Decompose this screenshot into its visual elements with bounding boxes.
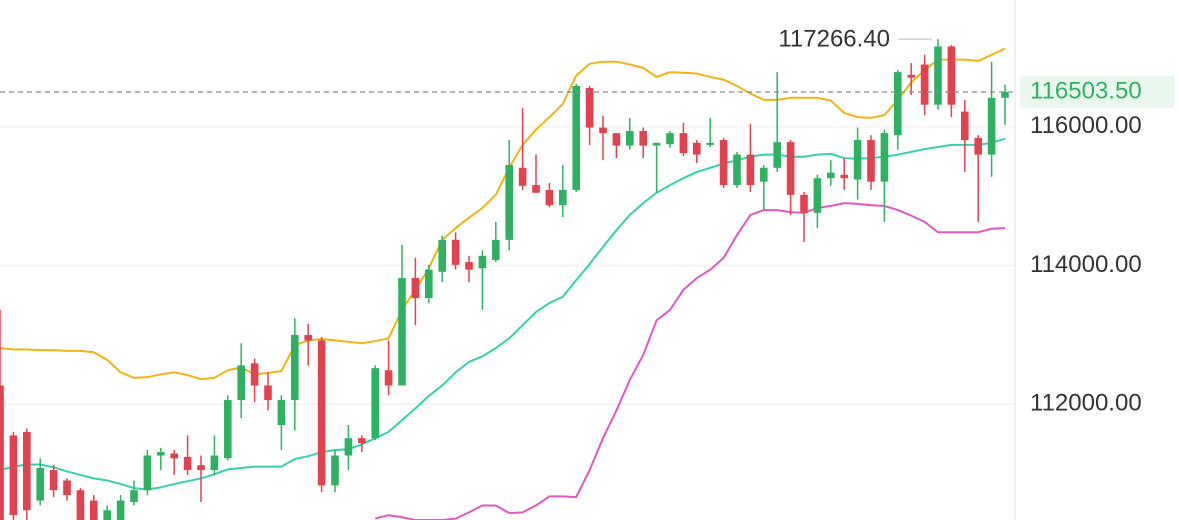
candle-body bbox=[23, 431, 31, 511]
candle-body bbox=[451, 239, 460, 265]
candle-body bbox=[626, 131, 634, 146]
candle-body bbox=[170, 453, 178, 459]
candle-body bbox=[813, 178, 822, 213]
candle-body bbox=[76, 490, 85, 520]
candle-body bbox=[398, 278, 406, 386]
candle-body bbox=[291, 334, 299, 401]
candle-body bbox=[90, 500, 98, 520]
candle-body bbox=[264, 385, 272, 401]
band-line bbox=[0, 47, 1006, 381]
candle-body bbox=[880, 133, 889, 182]
candle-body bbox=[652, 142, 661, 146]
y-tick-label: 116000.00 bbox=[1030, 112, 1142, 139]
candle-body bbox=[157, 452, 165, 456]
candle-body bbox=[425, 269, 433, 299]
last-price-badge bbox=[1020, 75, 1175, 108]
candle-body bbox=[559, 189, 567, 206]
candle-body bbox=[666, 133, 674, 145]
candle-body bbox=[250, 363, 259, 386]
candle-body bbox=[894, 72, 902, 136]
candle-body bbox=[760, 167, 768, 182]
candle-body bbox=[987, 97, 996, 155]
candle-body bbox=[733, 154, 741, 186]
candle-body bbox=[1001, 91, 1009, 98]
candle-body bbox=[639, 131, 647, 146]
band-line bbox=[0, 137, 1006, 491]
candle-body bbox=[103, 510, 111, 520]
candle-body bbox=[183, 456, 192, 471]
candle-body bbox=[800, 194, 808, 213]
candle-body bbox=[947, 46, 956, 105]
candle-body bbox=[867, 140, 875, 182]
candle-body bbox=[612, 133, 621, 146]
candle-body bbox=[572, 85, 580, 190]
candle-body bbox=[492, 239, 500, 260]
high-marker-label: 117266.40 bbox=[778, 25, 890, 52]
candle-body bbox=[344, 438, 353, 456]
candle-body bbox=[130, 490, 138, 502]
candle-body bbox=[934, 46, 942, 105]
candle-body bbox=[478, 255, 487, 269]
candle-body bbox=[545, 189, 554, 206]
candle-body bbox=[853, 140, 862, 180]
y-tick-label: 112000.00 bbox=[1030, 390, 1142, 417]
last-price-label: 116503.50 bbox=[1030, 77, 1142, 104]
grid bbox=[0, 126, 1015, 405]
candle-body bbox=[585, 88, 594, 128]
y-tick-label: 114000.00 bbox=[1030, 251, 1142, 278]
candle-body bbox=[358, 438, 366, 444]
candle-body bbox=[0, 385, 4, 520]
candle-body bbox=[679, 133, 688, 154]
band-line bbox=[374, 202, 1006, 520]
candle-body bbox=[840, 174, 848, 179]
candle-body bbox=[920, 64, 929, 105]
candle-body bbox=[9, 435, 18, 516]
candle-body bbox=[36, 468, 44, 501]
candle-body bbox=[505, 165, 513, 240]
axis-labels: 112000.00 114000.00 116000.00 116503.50 bbox=[1020, 75, 1175, 417]
candle-body bbox=[532, 185, 540, 193]
candle-body bbox=[384, 370, 393, 386]
candle-body bbox=[143, 455, 152, 491]
candle-body bbox=[773, 142, 781, 168]
candle-body bbox=[197, 465, 205, 471]
candle-body bbox=[907, 74, 915, 78]
candle-body bbox=[224, 400, 232, 459]
candle-body bbox=[331, 455, 339, 486]
candle-body bbox=[210, 455, 219, 471]
candle-body bbox=[599, 127, 607, 134]
plot-area: 117266.40 bbox=[0, 25, 1015, 520]
candle-body bbox=[465, 262, 473, 270]
candle-body bbox=[63, 480, 71, 496]
candle-body bbox=[371, 368, 379, 439]
candle-body bbox=[237, 365, 245, 401]
candle-body bbox=[277, 400, 286, 426]
candle-body bbox=[786, 142, 795, 195]
candle-body bbox=[438, 239, 446, 272]
candle-body bbox=[116, 500, 125, 520]
candle-body bbox=[411, 278, 420, 299]
candle-body bbox=[827, 172, 835, 179]
candle-body bbox=[706, 142, 714, 145]
candle-body bbox=[746, 154, 755, 186]
candle-body bbox=[49, 470, 58, 491]
candle-body bbox=[693, 142, 701, 155]
candle-body bbox=[304, 334, 312, 341]
candle-body bbox=[518, 167, 527, 186]
candle-body bbox=[719, 140, 728, 186]
candle-body bbox=[974, 137, 982, 155]
candle-body bbox=[961, 111, 969, 141]
candle-body bbox=[317, 340, 326, 486]
